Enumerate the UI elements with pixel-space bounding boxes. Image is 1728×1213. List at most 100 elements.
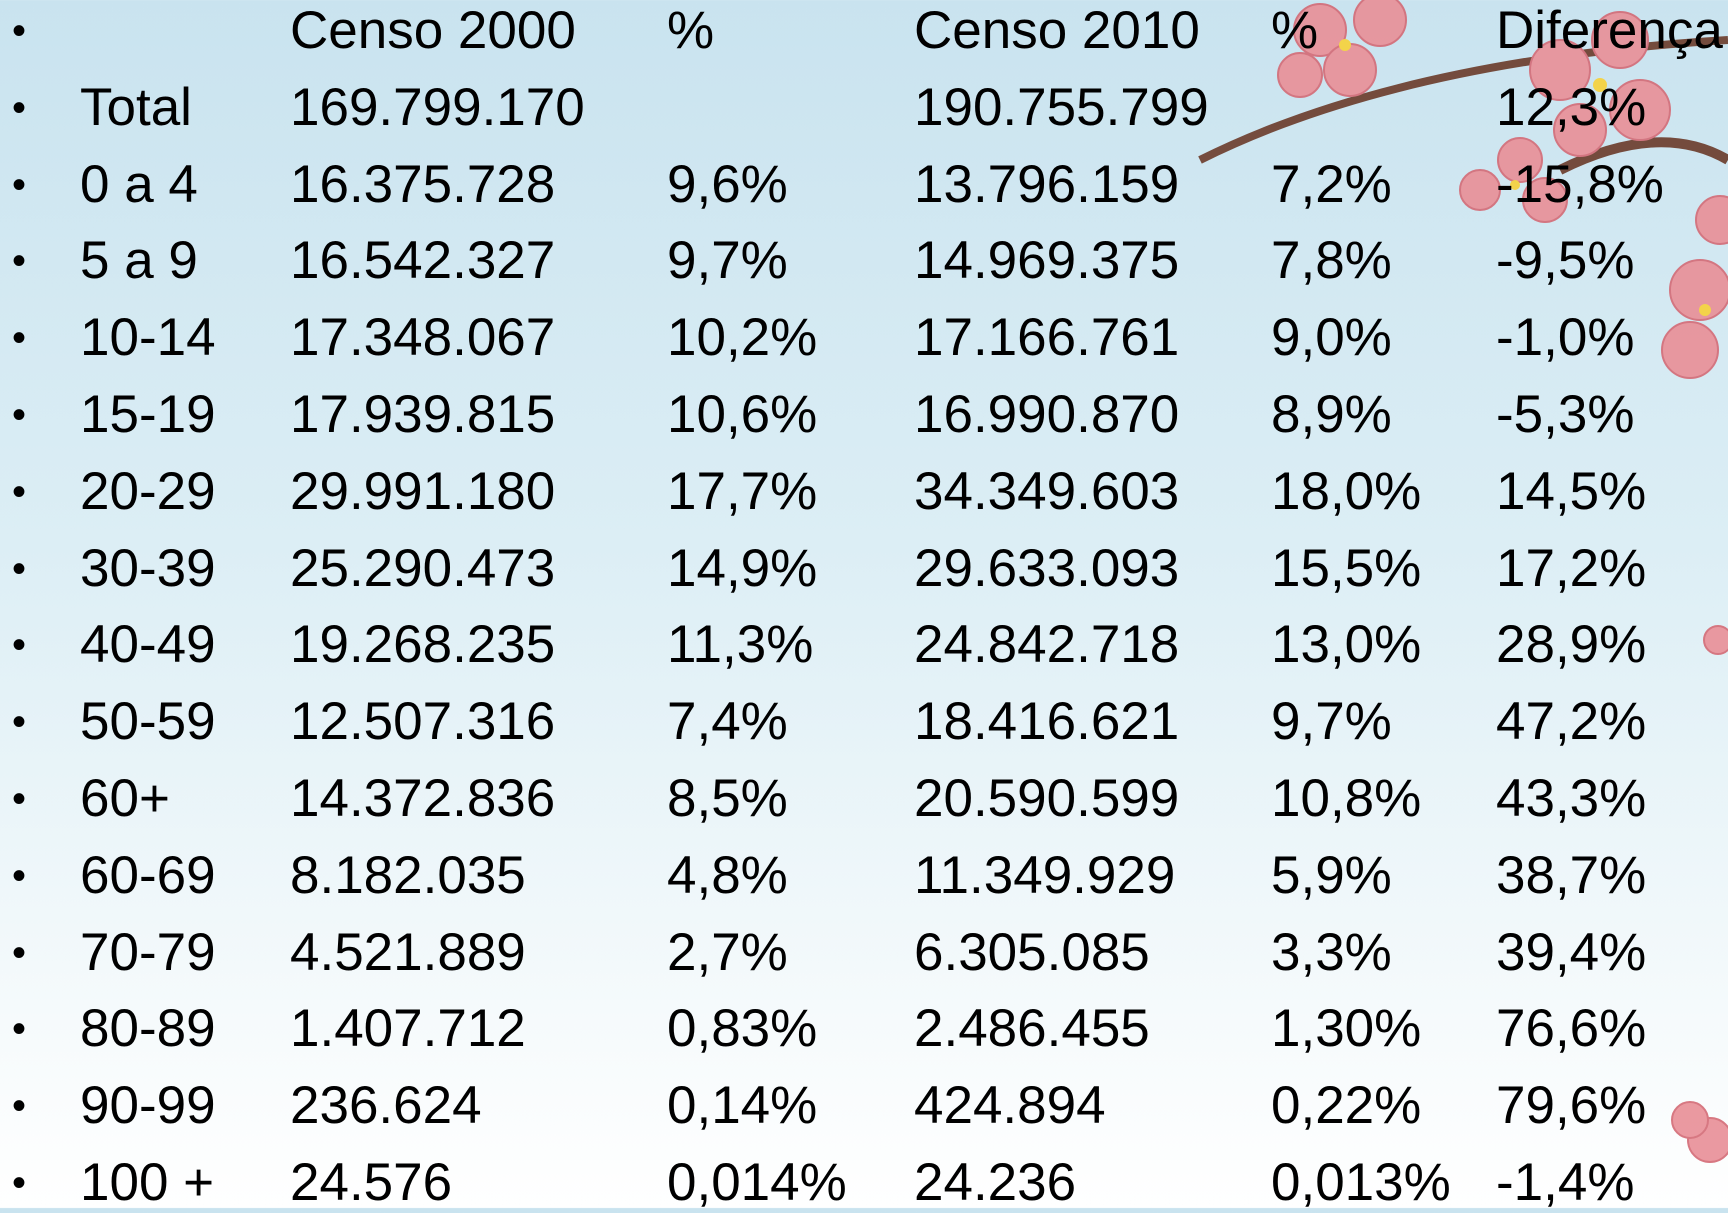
row-label: 20-29 [80, 461, 216, 521]
row-label: 15-19 [80, 385, 216, 444]
bullet: • [12, 1007, 27, 1052]
difference: 14,5% [1496, 461, 1647, 521]
census-2010: 2.486.455 [914, 999, 1150, 1059]
bullet: • [12, 700, 27, 745]
percent-2000: 14,9% [667, 538, 818, 598]
census-2000: 1.407.712 [290, 999, 526, 1059]
bullet: • [12, 469, 27, 514]
bullet: • [12, 1084, 27, 1129]
percent-2010: 13,0% [1271, 615, 1422, 675]
percent-2000: 7,4% [667, 692, 788, 752]
census-2010: 13.796.159 [914, 154, 1180, 214]
percent-2010: 7,2% [1271, 154, 1392, 214]
census-2010: 20.590.599 [914, 769, 1180, 828]
bullet: • [12, 623, 27, 668]
bullet: • [12, 162, 27, 207]
census-2000: 25.290.473 [290, 538, 556, 598]
row-label: 30-39 [80, 538, 216, 598]
bullet: • [12, 393, 27, 437]
percent-2010: 9,7% [1271, 692, 1392, 752]
census-2000: 12.507.316 [290, 692, 556, 752]
percent-2000: 0,014% [667, 1153, 847, 1212]
census-2000: 19.268.235 [290, 615, 556, 675]
census-2010: 424.894 [914, 1076, 1106, 1136]
census-2010: 14.969.375 [914, 231, 1180, 291]
percent-2010: % [1271, 1, 1319, 60]
row-label: 60+ [80, 769, 170, 828]
bullet: • [12, 9, 27, 53]
difference: -1,4% [1496, 1153, 1635, 1212]
row-label: 100 + [80, 1153, 215, 1212]
percent-2010: 0,22% [1271, 1076, 1422, 1136]
row-label: 0 a 4 [80, 154, 198, 214]
percent-2010: 9,0% [1271, 308, 1392, 368]
census-2000: 17.939.815 [290, 385, 556, 444]
percent-2000: 4,8% [667, 845, 788, 905]
bullet: • [12, 853, 27, 898]
difference: 12,3% [1496, 77, 1647, 137]
difference: Diferença [1496, 1, 1723, 60]
census-2010: 190.755.799 [914, 77, 1209, 137]
census-2010: 16.990.870 [914, 385, 1180, 444]
census-2000: 14.372.836 [290, 769, 556, 828]
census-2000: Censo 2000 [290, 1, 576, 60]
difference: 17,2% [1496, 538, 1647, 598]
percent-2010: 18,0% [1271, 461, 1422, 521]
bullet: • [12, 546, 27, 591]
census-2000: 4.521.889 [290, 922, 526, 982]
difference: 39,4% [1496, 922, 1647, 982]
census-2000: 16.375.728 [290, 154, 556, 214]
census-2000: 29.991.180 [290, 461, 556, 521]
bullet: • [12, 85, 27, 130]
percent-2000: 10,6% [667, 385, 818, 444]
percent-2010: 1,30% [1271, 999, 1422, 1059]
percent-2010: 3,3% [1271, 922, 1392, 982]
difference: -15,8% [1496, 154, 1664, 214]
row-label: 60-69 [80, 845, 216, 905]
census-2010: 6.305.085 [914, 922, 1150, 982]
census-2010: 34.349.603 [914, 461, 1180, 521]
percent-2000: 0,14% [667, 1076, 818, 1136]
bullet: • [12, 316, 27, 361]
difference: -9,5% [1496, 231, 1635, 291]
difference: 43,3% [1496, 769, 1647, 828]
census-2010: 24.842.718 [914, 615, 1180, 675]
row-label: 5 a 9 [80, 231, 198, 291]
difference: 47,2% [1496, 692, 1647, 752]
bullet: • [12, 777, 27, 821]
percent-2000: 9,6% [667, 154, 788, 214]
census-2000: 24.576 [290, 1153, 453, 1212]
census-2010: 29.633.093 [914, 538, 1180, 598]
percent-2010: 8,9% [1271, 385, 1392, 444]
census-2010: 18.416.621 [914, 692, 1180, 752]
census-2000: 236.624 [290, 1076, 482, 1136]
percent-2010: 15,5% [1271, 538, 1422, 598]
percent-2010: 7,8% [1271, 231, 1392, 291]
bullet: • [12, 239, 27, 284]
census-2010: Censo 2010 [914, 1, 1200, 60]
percent-2000: 8,5% [667, 769, 788, 828]
difference: -1,0% [1496, 308, 1635, 368]
census-2000: 17.348.067 [290, 308, 556, 368]
percent-2010: 5,9% [1271, 845, 1392, 905]
row-label: 90-99 [80, 1076, 216, 1136]
percent-2000: 11,3% [667, 615, 814, 675]
difference: 76,6% [1496, 999, 1647, 1059]
percent-2010: 0,013% [1271, 1153, 1451, 1212]
census-2010: 24.236 [914, 1153, 1077, 1212]
percent-2000: 0,83% [667, 999, 818, 1059]
difference: 79,6% [1496, 1076, 1647, 1136]
row-label: 70-79 [80, 922, 216, 982]
percent-2010: 10,8% [1271, 769, 1422, 828]
census-2010: 17.166.761 [914, 308, 1180, 368]
row-label: 40-49 [80, 615, 216, 675]
percent-2000: 17,7% [667, 461, 818, 521]
percent-2000: 9,7% [667, 231, 788, 291]
percent-2000: % [667, 1, 715, 60]
census-2000: 8.182.035 [290, 845, 526, 905]
difference: -5,3% [1496, 385, 1635, 444]
bullet: • [12, 930, 27, 975]
